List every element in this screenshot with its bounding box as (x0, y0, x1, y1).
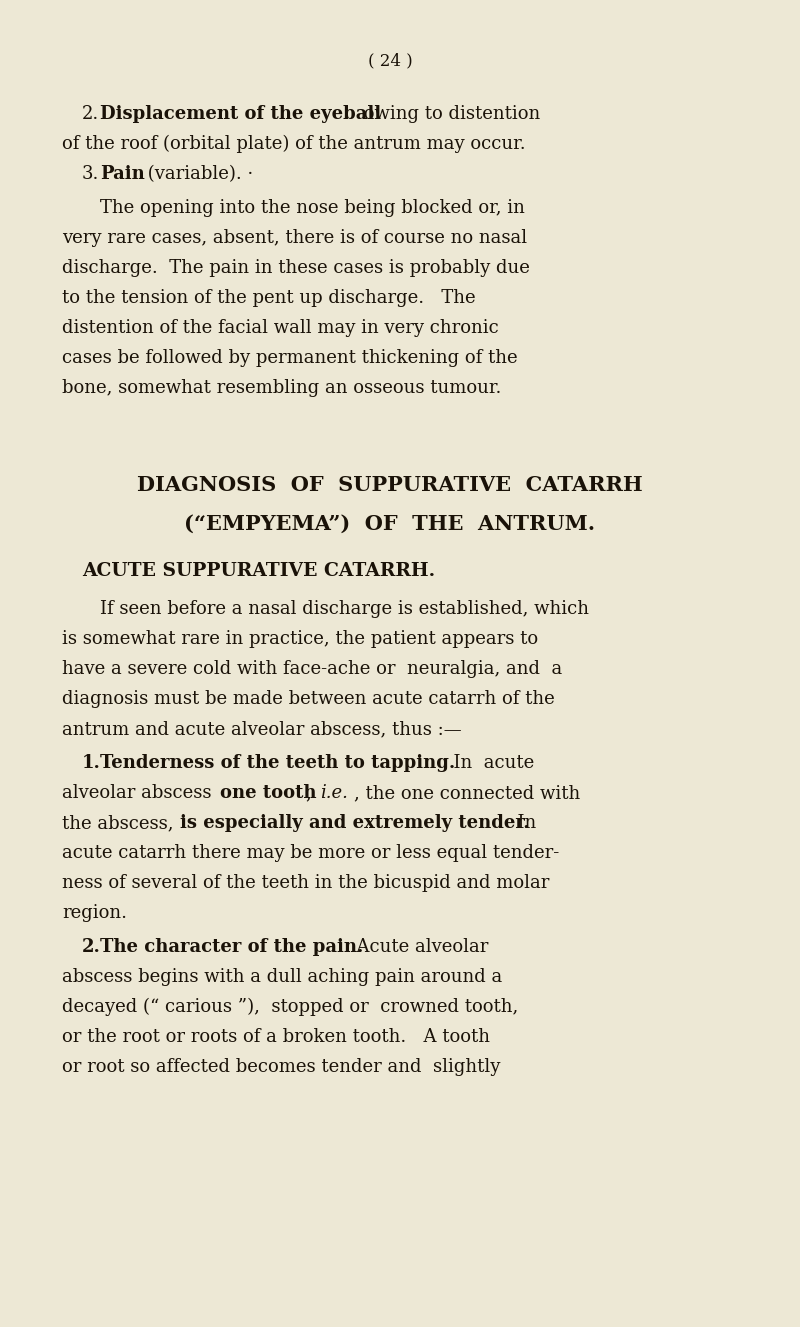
Text: i.e.: i.e. (320, 784, 348, 802)
Text: discharge.  The pain in these cases is probably due: discharge. The pain in these cases is pr… (62, 259, 530, 277)
Text: ( 24 ): ( 24 ) (368, 52, 412, 69)
Text: one tooth: one tooth (220, 784, 317, 802)
Text: to the tension of the pent up discharge.   The: to the tension of the pent up discharge.… (62, 289, 476, 307)
Text: diagnosis must be made between acute catarrh of the: diagnosis must be made between acute cat… (62, 690, 554, 709)
Text: The opening into the nose being blocked or, in: The opening into the nose being blocked … (100, 199, 525, 218)
Text: is somewhat rare in practice, the patient appears to: is somewhat rare in practice, the patien… (62, 630, 538, 648)
Text: region.: region. (62, 904, 127, 922)
Text: decayed (“ carious ”),  stopped or  crowned tooth,: decayed (“ carious ”), stopped or crowne… (62, 998, 518, 1016)
Text: Tenderness of the teeth to tapping.: Tenderness of the teeth to tapping. (100, 754, 455, 772)
Text: distention of the facial wall may in very chronic: distention of the facial wall may in ver… (62, 318, 498, 337)
Text: or the root or roots of a broken tooth.   A tooth: or the root or roots of a broken tooth. … (62, 1028, 490, 1046)
Text: alveolar abscess: alveolar abscess (62, 784, 218, 802)
Text: the abscess,: the abscess, (62, 813, 179, 832)
Text: or root so affected becomes tender and  slightly: or root so affected becomes tender and s… (62, 1058, 500, 1076)
Text: acute catarrh there may be more or less equal tender-: acute catarrh there may be more or less … (62, 844, 559, 863)
Text: If seen before a nasal discharge is established, which: If seen before a nasal discharge is esta… (100, 600, 589, 618)
Text: Pain: Pain (100, 165, 145, 183)
Text: very rare cases, absent, there is of course no nasal: very rare cases, absent, there is of cou… (62, 230, 527, 247)
Text: have a severe cold with face-ache or  neuralgia, and  a: have a severe cold with face-ache or neu… (62, 660, 562, 678)
Text: In: In (506, 813, 536, 832)
Text: owing to distention: owing to distention (358, 105, 540, 123)
Text: bone, somewhat resembling an osseous tumour.: bone, somewhat resembling an osseous tum… (62, 380, 502, 397)
Text: of the roof (orbital plate) of the antrum may occur.: of the roof (orbital plate) of the antru… (62, 135, 526, 153)
Text: antrum and acute alveolar abscess, thus :—: antrum and acute alveolar abscess, thus … (62, 721, 462, 738)
Text: (“EMPYEMA”)  OF  THE  ANTRUM.: (“EMPYEMA”) OF THE ANTRUM. (185, 514, 595, 533)
Text: ness of several of the teeth in the bicuspid and molar: ness of several of the teeth in the bicu… (62, 874, 550, 892)
Text: (variable). ·: (variable). · (142, 165, 254, 183)
Text: Displacement of the eyeball: Displacement of the eyeball (100, 105, 381, 123)
Text: 2.: 2. (82, 938, 101, 955)
Text: abscess begins with a dull aching pain around a: abscess begins with a dull aching pain a… (62, 967, 502, 986)
Text: 2.: 2. (82, 105, 99, 123)
Text: ACUTE SUPPURATIVE CATARRH.: ACUTE SUPPURATIVE CATARRH. (82, 563, 435, 580)
Text: The character of the pain.: The character of the pain. (100, 938, 363, 955)
Text: Acute alveolar: Acute alveolar (345, 938, 488, 955)
Text: DIAGNOSIS  OF  SUPPURATIVE  CATARRH: DIAGNOSIS OF SUPPURATIVE CATARRH (137, 475, 643, 495)
Text: cases be followed by permanent thickening of the: cases be followed by permanent thickenin… (62, 349, 518, 368)
Text: 1.: 1. (82, 754, 101, 772)
Text: 3.: 3. (82, 165, 99, 183)
Text: is especially and extremely tender.: is especially and extremely tender. (180, 813, 530, 832)
Text: In  acute: In acute (442, 754, 534, 772)
Text: ,: , (306, 784, 318, 802)
Text: , the one connected with: , the one connected with (354, 784, 580, 802)
